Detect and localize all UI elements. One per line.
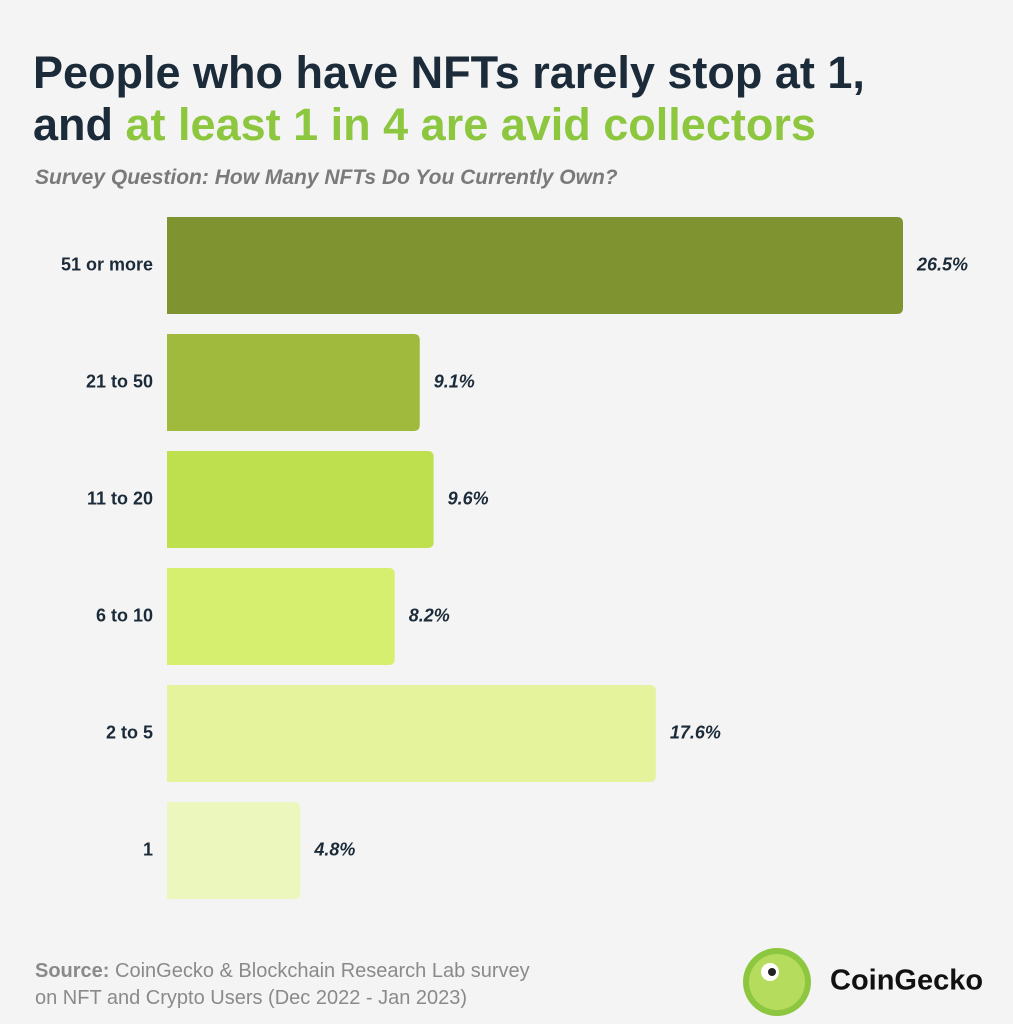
category-label: 1: [143, 839, 153, 859]
source-text: on NFT and Crypto Users (Dec 2022 - Jan …: [35, 987, 467, 1009]
bar: [167, 334, 420, 431]
bar: [167, 451, 434, 548]
category-label: 2 to 5: [106, 722, 153, 742]
bar: [167, 568, 395, 665]
bar: [167, 217, 903, 314]
value-label: 9.1%: [434, 371, 475, 391]
value-label: 4.8%: [313, 839, 355, 859]
brand: CoinGecko: [830, 965, 983, 997]
logo-pupil: [768, 968, 776, 976]
value-label: 17.6%: [670, 722, 721, 742]
bars: 51 or more 26.5% 21 to 50 9.1% 11 to 20 9.6% 6…: [61, 217, 968, 899]
chart-title: People who have NFTs rarely stop at 1,: [33, 47, 865, 98]
chart-title-line2: and at least 1 in 4 are avid collectors: [33, 99, 816, 150]
source-label: Source:: [35, 960, 109, 982]
bar: [167, 685, 656, 782]
logo: [743, 948, 811, 1016]
value-label: 9.6%: [448, 488, 489, 508]
subtitle: Survey Question: How Many NFTs Do You Cu…: [35, 166, 618, 189]
category-label: 21 to 50: [86, 371, 153, 391]
source-text: CoinGecko & Blockchain Research Lab surv…: [115, 960, 530, 982]
category-label: 6 to 10: [96, 605, 153, 625]
source: Source: CoinGecko & Blockchain Research …: [35, 960, 530, 982]
value-label: 26.5%: [916, 254, 968, 274]
logo-inner: [749, 954, 805, 1010]
title-highlight: at least 1 in 4 are avid collectors: [126, 99, 816, 150]
category-label: 11 to 20: [87, 488, 153, 508]
bar: [167, 802, 301, 899]
title-text: and: [33, 99, 113, 150]
value-label: 8.2%: [409, 605, 450, 625]
category-label: 51 or more: [61, 254, 153, 274]
